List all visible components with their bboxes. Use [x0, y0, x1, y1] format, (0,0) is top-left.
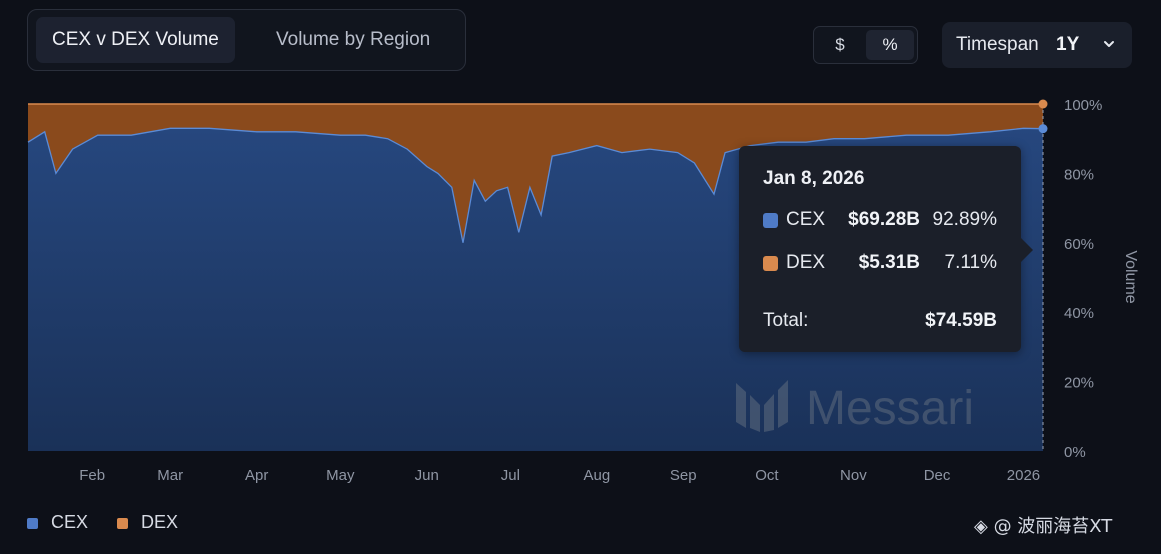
tooltip-date: Jan 8, 2026 — [763, 168, 865, 189]
y-tick-label: 60% — [1064, 236, 1094, 253]
x-tick-label: Dec — [924, 467, 951, 484]
legend-label: DEX — [141, 512, 179, 532]
unit-toggle: $ % — [813, 26, 918, 64]
x-tick-label: Jun — [415, 467, 439, 484]
x-tick-label: Feb — [79, 467, 105, 484]
tooltip-arrow — [1021, 238, 1033, 262]
cex-line — [27, 127, 1044, 243]
x-tick-label: Apr — [245, 467, 268, 484]
source-credit: ◈ @ 波丽海苔XT — [974, 516, 1113, 537]
tooltip-row-dex: DEX $5.31B 7.11% — [763, 252, 1013, 276]
tooltip-percent: 92.89% — [932, 209, 997, 230]
y-tick-label: 20% — [1064, 375, 1094, 392]
tooltip-total-label: Total: — [763, 310, 809, 331]
legend-swatch — [117, 518, 128, 529]
tab-volume-by-region[interactable]: Volume by Region — [276, 29, 431, 50]
x-tick-label: Jul — [501, 467, 520, 484]
x-tick-label: Oct — [755, 467, 779, 484]
tooltip-amount: $69.28B — [848, 209, 920, 230]
x-tick-label: May — [326, 467, 355, 484]
chart-tooltip: Jan 8, 2026 CEX $69.28B 92.89% DEX $5.31… — [739, 146, 1033, 352]
x-tick-label: Aug — [583, 467, 610, 484]
timespan-dropdown[interactable]: Timespan 1Y — [942, 22, 1132, 68]
legend-swatch — [27, 518, 38, 529]
cex-swatch — [763, 213, 778, 228]
chevron-down-icon — [1104, 41, 1114, 47]
x-tick-label: Sep — [670, 467, 697, 484]
y-tick-label: 100% — [1064, 97, 1102, 114]
tooltip-series-name: DEX — [786, 252, 826, 273]
legend-label: CEX — [51, 512, 89, 532]
y-tick-label: 80% — [1064, 166, 1094, 183]
messari-logo: Messari — [736, 380, 974, 435]
tooltip-amount: $5.31B — [858, 252, 920, 273]
tab-cex-v-dex-volume[interactable]: CEX v DEX Volume — [36, 17, 235, 63]
dex-swatch — [763, 256, 778, 271]
tooltip-total-value: $74.59B — [925, 310, 997, 331]
tooltip-series-name: CEX — [786, 209, 826, 230]
y-tick-label: 40% — [1064, 305, 1094, 322]
x-tick-label: Mar — [157, 467, 183, 484]
tooltip-row-cex: CEX $69.28B 92.89% — [763, 209, 1013, 233]
cex-hover-point — [1038, 124, 1048, 134]
y-tick-label: 0% — [1064, 444, 1086, 461]
timespan-value: 1Y — [1056, 34, 1080, 55]
percent-unit-button[interactable]: % — [866, 30, 914, 60]
tooltip-percent: 7.11% — [944, 252, 997, 273]
dex-hover-point — [1038, 99, 1048, 109]
x-tick-label: Nov — [840, 467, 867, 484]
chart-tabs: CEX v DEX Volume Volume by Region — [27, 9, 466, 71]
timespan-label: Timespan — [956, 34, 1039, 55]
watermark-text: Messari — [806, 382, 974, 435]
dollar-unit-button[interactable]: $ — [835, 35, 845, 54]
y-axis-label: Volume — [1122, 250, 1139, 303]
x-tick-label: 2026 — [1007, 467, 1040, 484]
dex-area — [28, 104, 1043, 243]
